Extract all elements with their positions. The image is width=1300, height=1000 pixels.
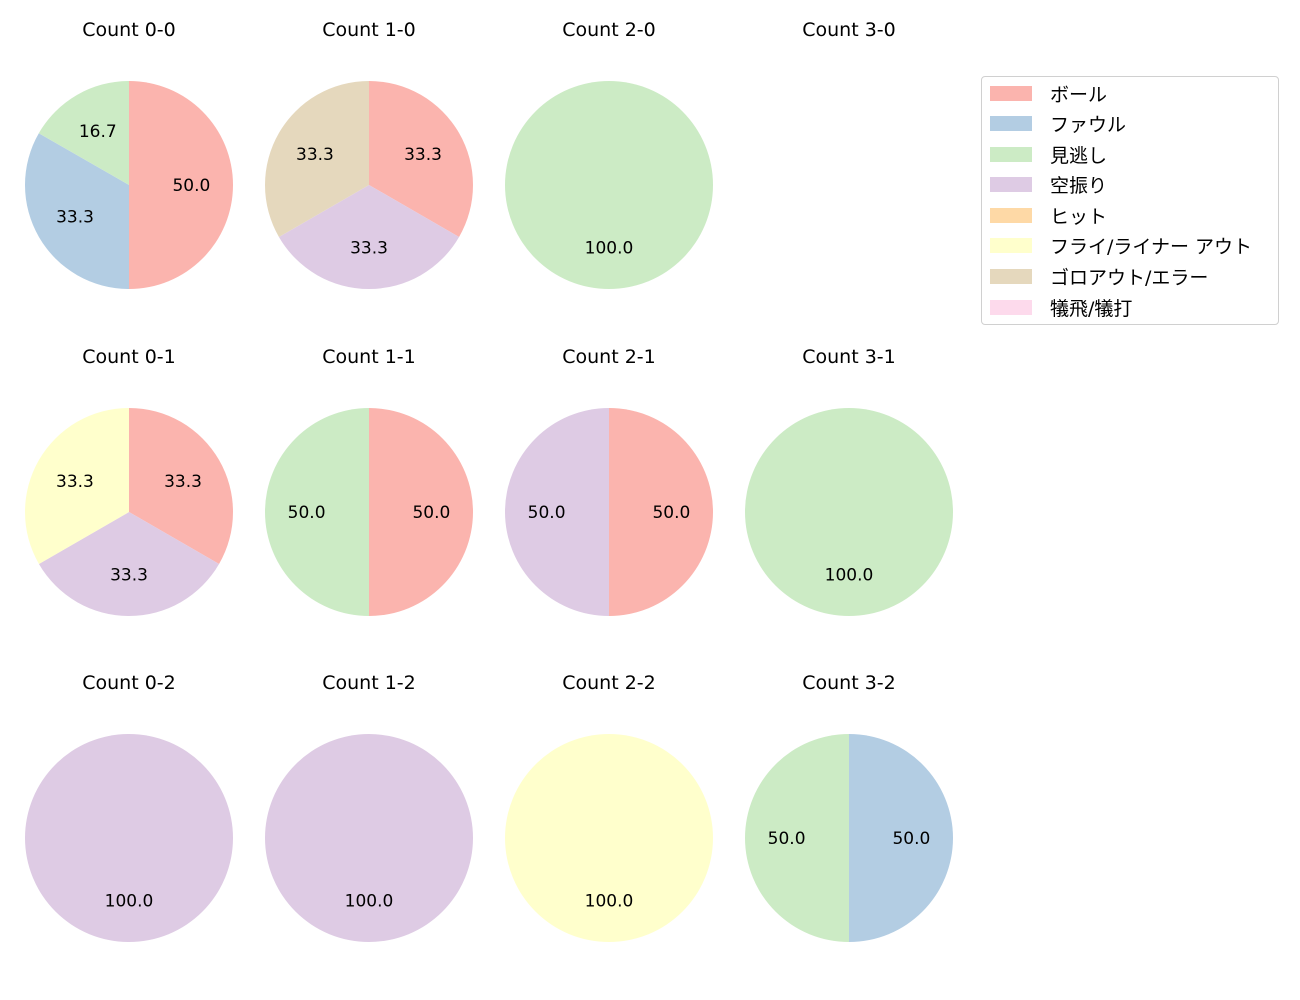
pie-title: Count 0-0: [82, 19, 176, 41]
legend-item: ファウル: [990, 111, 1127, 136]
legend-label: 犠飛/犠打: [1050, 297, 1133, 320]
legend-item: ボール: [990, 81, 1108, 106]
legend-item: フライ/ライナー アウト: [990, 233, 1253, 258]
pie-title: Count 0-1: [82, 346, 176, 368]
pie-title: Count 0-2: [82, 672, 176, 694]
pie-slice: [38, 81, 129, 185]
pie-count-0-2: Count 0-2 100.0: [25, 672, 233, 942]
legend-item: 犠飛/犠打: [990, 295, 1133, 320]
pie-title: Count 2-0: [562, 19, 656, 41]
legend-label: 空振り: [1050, 174, 1108, 197]
slice-label: 50.0: [528, 503, 566, 523]
legend-label: 見逃し: [1050, 144, 1108, 167]
pie-slice: [745, 734, 849, 942]
pie-count-2-1: Count 2-1 50.0 50.0: [505, 346, 713, 616]
pie-slice: [24, 133, 130, 289]
pie-slice: [129, 81, 233, 289]
slice-label: 16.7: [79, 122, 117, 142]
legend-swatch: [990, 146, 1032, 162]
pie-count-3-2: Count 3-2 50.0 50.0: [745, 672, 953, 942]
legend-swatch: [990, 237, 1032, 253]
pie-slice: [369, 81, 473, 237]
legend-item: 空振り: [990, 172, 1108, 197]
slice-label: 33.3: [404, 145, 442, 165]
slice-label: 100.0: [105, 891, 154, 911]
slice-label: 33.3: [164, 472, 202, 492]
pie-count-1-1: Count 1-1 50.0 50.0: [265, 346, 473, 616]
chart-legend: ボール ファウル 見逃し 空振り ヒット フライ/ライナー アウト ゴロアウト/…: [981, 76, 1279, 325]
pie-slice: [278, 185, 460, 290]
slice-label: 33.3: [296, 145, 334, 165]
pie-count-1-2: Count 1-2 100.0: [265, 672, 473, 942]
pie-count-0-0: Count 0-0 50.0 33.3 16.7: [24, 19, 233, 289]
pie-slice: [505, 734, 713, 942]
pie-slice: [849, 734, 953, 942]
slice-label: 50.0: [892, 829, 930, 849]
pie-slice: [369, 408, 473, 616]
legend-label: ゴロアウト/エラー: [1050, 266, 1209, 289]
legend-label: フライ/ライナー アウト: [1050, 235, 1253, 258]
pie-title: Count 3-0: [802, 19, 896, 41]
pie-title: Count 1-1: [322, 346, 416, 368]
legend-swatch: [990, 176, 1032, 192]
pie-slice: [505, 81, 713, 289]
legend-label: ヒット: [1050, 205, 1108, 228]
legend-swatch: [990, 85, 1032, 101]
pie-count-0-1: Count 0-1 33.3 33.3 33.3: [25, 346, 233, 616]
slice-label: 50.0: [412, 503, 450, 523]
legend-label: ファウル: [1050, 113, 1127, 136]
pie-slice: [505, 408, 609, 616]
slice-label: 100.0: [345, 891, 394, 911]
pie-count-1-0: Count 1-0 33.3 33.3 33.3: [265, 19, 473, 290]
pie-slice: [745, 408, 953, 616]
legend-item: ヒット: [990, 203, 1108, 228]
legend-item: ゴロアウト/エラー: [990, 264, 1209, 289]
pie-slice: [25, 734, 233, 942]
slice-label: 33.3: [110, 565, 148, 585]
pie-title: Count 1-0: [322, 19, 416, 41]
slice-label: 50.0: [768, 829, 806, 849]
legend-label: ボール: [1050, 83, 1108, 106]
legend-swatch: [990, 268, 1032, 284]
legend-item: 見逃し: [990, 142, 1108, 167]
pie-title: Count 3-1: [802, 346, 896, 368]
pie-count-3-1: Count 3-1 100.0: [745, 346, 953, 616]
pie-slice: [265, 81, 369, 237]
slice-label: 100.0: [585, 238, 634, 258]
pie-title: Count 3-2: [802, 672, 896, 694]
slice-label: 50.0: [288, 503, 326, 523]
slice-label: 100.0: [825, 565, 874, 585]
pie-slice: [265, 734, 473, 942]
legend-swatch: [990, 299, 1032, 315]
pie-slice: [129, 408, 233, 564]
pie-count-2-2: Count 2-2 100.0: [505, 672, 713, 942]
pie-slice: [25, 408, 129, 564]
pie-count-3-0: Count 3-0: [802, 19, 896, 41]
legend-swatch: [990, 207, 1032, 223]
slice-label: 100.0: [585, 891, 634, 911]
pie-count-2-0: Count 2-0 100.0: [505, 19, 713, 289]
slice-label: 50.0: [172, 176, 210, 196]
slice-label: 50.0: [652, 503, 690, 523]
pie-slice: [38, 512, 220, 616]
pie-title: Count 2-1: [562, 346, 656, 368]
pie-slice: [265, 408, 369, 616]
legend-swatch: [990, 115, 1032, 131]
slice-label: 33.3: [56, 472, 94, 492]
pie-title: Count 2-2: [562, 672, 656, 694]
pie-title: Count 1-2: [322, 672, 416, 694]
slice-label: 33.3: [350, 238, 388, 258]
slice-label: 33.3: [56, 207, 94, 227]
pie-slice: [609, 408, 713, 616]
